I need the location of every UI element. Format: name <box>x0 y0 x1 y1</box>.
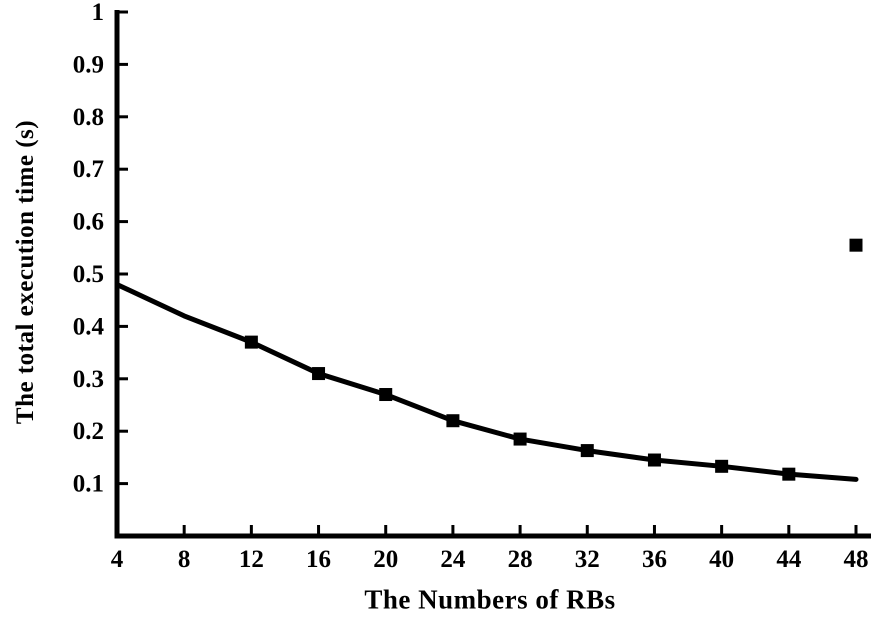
y-tick-label: 0.5 <box>73 261 104 288</box>
y-tick-label: 0.9 <box>73 51 104 78</box>
x-tick-label: 36 <box>642 546 667 573</box>
y-tick-label: 0.6 <box>73 209 104 236</box>
x-tick-label: 12 <box>239 546 264 573</box>
data-point-marker <box>715 459 729 473</box>
x-tick-label: 20 <box>373 546 398 573</box>
y-tick-label: 0.4 <box>73 313 105 340</box>
series-line <box>114 281 859 482</box>
x-tick-label: 16 <box>306 546 331 573</box>
x-axis-title: The Numbers of RBs <box>364 584 616 615</box>
y-tick-label: 0.7 <box>73 156 104 183</box>
y-tick-label: 0.3 <box>73 366 104 393</box>
y-tick-label: 0.1 <box>73 471 104 498</box>
x-tick-label: 4 <box>111 546 124 573</box>
x-tick-label: 40 <box>709 546 734 573</box>
y-tick-label: 0.8 <box>73 104 104 131</box>
data-point-marker <box>312 367 326 381</box>
y-tick-label: 1 <box>92 0 105 26</box>
data-point-marker <box>647 453 661 467</box>
data-point-marker <box>379 388 393 402</box>
data-point-marker <box>513 432 527 446</box>
data-point-marker <box>782 467 796 481</box>
x-tick-label: 24 <box>440 546 466 573</box>
data-point-marker <box>580 444 594 458</box>
y-tick-label: 0.2 <box>73 418 104 445</box>
stray-marker <box>849 238 863 252</box>
data-point-marker <box>244 335 258 349</box>
x-tick-label: 28 <box>508 546 533 573</box>
x-tick-label: 32 <box>575 546 600 573</box>
x-tick-label: 8 <box>178 546 191 573</box>
y-axis-title: The total execution time (s) <box>12 119 39 425</box>
data-point-marker <box>446 414 460 428</box>
x-tick-label: 44 <box>776 546 802 573</box>
x-tick-label: 48 <box>844 546 869 573</box>
